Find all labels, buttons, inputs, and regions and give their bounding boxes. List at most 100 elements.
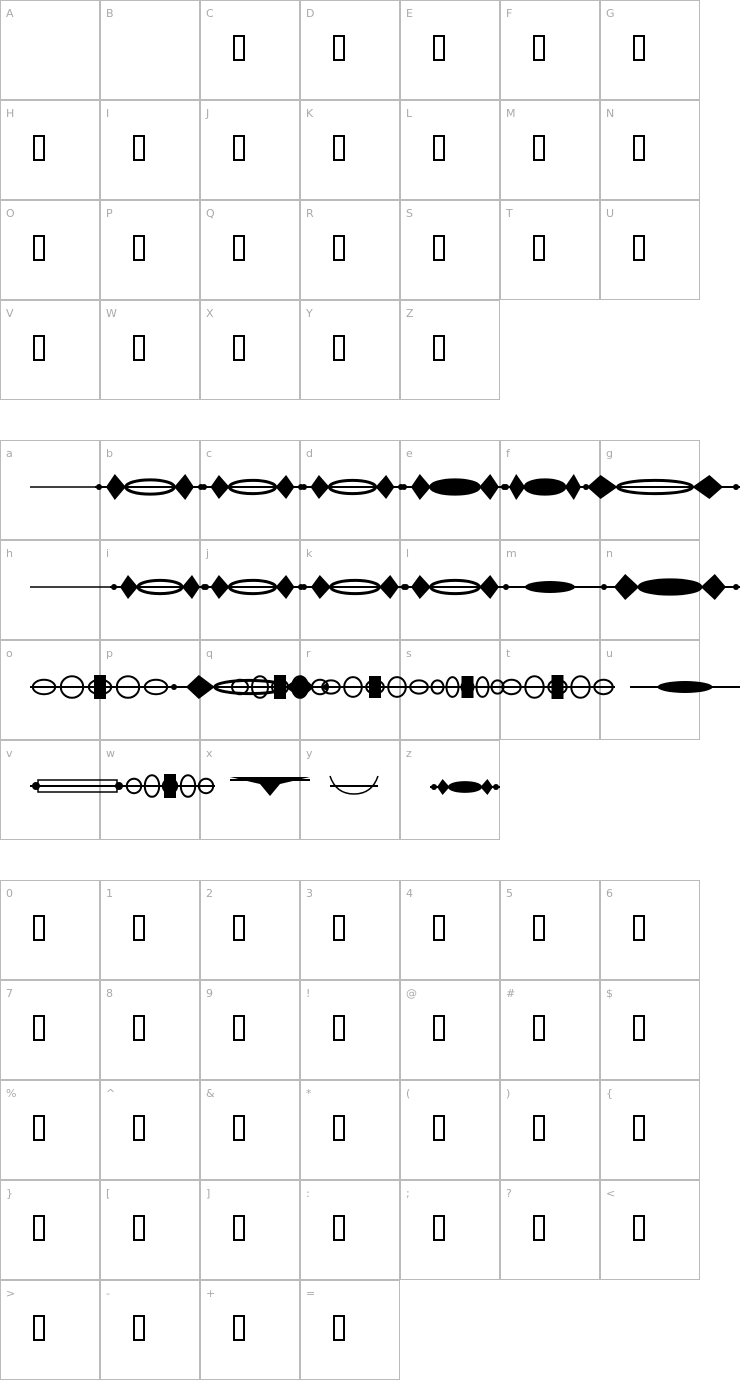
ornament-n-leaf xyxy=(700,574,726,600)
missing-glyph-icon xyxy=(333,135,345,161)
glyph-cell: G xyxy=(600,0,700,100)
missing-glyph-icon xyxy=(133,335,145,361)
glyph-label: F xyxy=(506,7,513,20)
glyph-cell: N xyxy=(600,100,700,200)
glyph-label: L xyxy=(406,107,413,120)
glyph-label: j xyxy=(206,547,210,560)
glyph-label: X xyxy=(206,307,214,320)
ornament-g-end xyxy=(733,484,739,490)
glyph-label: = xyxy=(306,1287,316,1300)
missing-glyph-icon xyxy=(533,135,545,161)
glyph-label: z xyxy=(406,747,412,760)
glyph-label: 7 xyxy=(6,987,13,1000)
glyph-cell: u xyxy=(600,640,700,740)
glyph-cell: } xyxy=(0,1180,100,1280)
glyph-cell: I xyxy=(100,100,200,200)
missing-glyph-icon xyxy=(33,135,45,161)
missing-glyph-icon xyxy=(533,1015,545,1041)
glyph-label: y xyxy=(306,747,313,760)
missing-glyph-icon xyxy=(633,1015,645,1041)
glyph-cell: @ xyxy=(400,980,500,1080)
glyph-label: I xyxy=(106,107,110,120)
glyph-cell: t xyxy=(500,640,600,740)
glyph-cell: 2 xyxy=(200,880,300,980)
glyph-cell: ( xyxy=(400,1080,500,1180)
glyph-cell: 3 xyxy=(300,880,400,980)
glyph-label: 2 xyxy=(206,887,213,900)
glyph-label: O xyxy=(6,207,15,220)
glyph-label: v xyxy=(6,747,13,760)
glyph-label: 1 xyxy=(106,887,113,900)
glyph-cell: F xyxy=(500,0,600,100)
glyph-label: o xyxy=(6,647,13,660)
glyph-cell: e xyxy=(400,440,500,540)
missing-glyph-icon xyxy=(533,915,545,941)
missing-glyph-icon xyxy=(33,915,45,941)
glyph-cell: Z xyxy=(400,300,500,400)
glyph-cell: L xyxy=(400,100,500,200)
missing-glyph-icon xyxy=(333,235,345,261)
missing-glyph-icon xyxy=(233,1215,245,1241)
glyph-cell: B xyxy=(100,0,200,100)
glyph-label: Q xyxy=(206,207,215,220)
missing-glyph-icon xyxy=(233,335,245,361)
glyph-label: : xyxy=(306,1187,310,1200)
glyph-cell: + xyxy=(200,1280,300,1380)
glyph-cell: b xyxy=(100,440,200,540)
glyph-label: U xyxy=(606,207,615,220)
glyph-cell: C xyxy=(200,0,300,100)
glyph-label: 3 xyxy=(306,887,313,900)
glyph-label: g xyxy=(606,447,613,460)
glyph-label: @ xyxy=(406,987,417,1000)
missing-glyph-icon xyxy=(633,235,645,261)
glyph-cell: Y xyxy=(300,300,400,400)
glyph-label: Z xyxy=(406,307,414,320)
glyph-label: i xyxy=(106,547,110,560)
glyph-label: w xyxy=(106,747,115,760)
glyph-label: 8 xyxy=(106,987,113,1000)
glyph-cell: q xyxy=(200,640,300,740)
glyph-label: R xyxy=(306,207,314,220)
glyph-label: 9 xyxy=(206,987,213,1000)
glyph-cell: < xyxy=(600,1180,700,1280)
glyph-cell: n xyxy=(600,540,700,640)
glyph-cell: a xyxy=(0,440,100,540)
glyph-label: p xyxy=(106,647,113,660)
missing-glyph-icon xyxy=(333,1315,345,1341)
glyph-cell: K xyxy=(300,100,400,200)
glyph-cell: r xyxy=(300,640,400,740)
glyph-label: ) xyxy=(506,1087,511,1100)
glyph-label: h xyxy=(6,547,13,560)
glyph-label: u xyxy=(606,647,613,660)
missing-glyph-icon xyxy=(333,1115,345,1141)
glyph-cell: = xyxy=(300,1280,400,1380)
glyph-label: + xyxy=(206,1287,216,1300)
missing-glyph-icon xyxy=(433,335,445,361)
missing-glyph-icon xyxy=(433,235,445,261)
glyph-label: n xyxy=(606,547,613,560)
glyph-cell: 1 xyxy=(100,880,200,980)
glyph-cell: k xyxy=(300,540,400,640)
missing-glyph-icon xyxy=(133,1015,145,1041)
glyph-label: d xyxy=(306,447,313,460)
glyph-label: D xyxy=(306,7,315,20)
glyph-label: & xyxy=(206,1087,215,1100)
glyph-cell: w xyxy=(100,740,200,840)
glyph-cell: % xyxy=(0,1080,100,1180)
missing-glyph-icon xyxy=(333,1215,345,1241)
glyph-cell: $ xyxy=(600,980,700,1080)
missing-glyph-icon xyxy=(433,1215,445,1241)
glyph-cell: V xyxy=(0,300,100,400)
glyph-label: { xyxy=(606,1087,613,1100)
glyph-label: k xyxy=(306,547,313,560)
glyph-label: a xyxy=(6,447,13,460)
glyph-label: r xyxy=(306,647,311,660)
missing-glyph-icon xyxy=(233,1015,245,1041)
glyph-cell: ^ xyxy=(100,1080,200,1180)
glyph-cell: ? xyxy=(500,1180,600,1280)
glyph-cell: c xyxy=(200,440,300,540)
glyph-label: M xyxy=(506,107,516,120)
missing-glyph-icon xyxy=(633,135,645,161)
glyph-cell: ; xyxy=(400,1180,500,1280)
glyph-label: T xyxy=(506,207,513,220)
